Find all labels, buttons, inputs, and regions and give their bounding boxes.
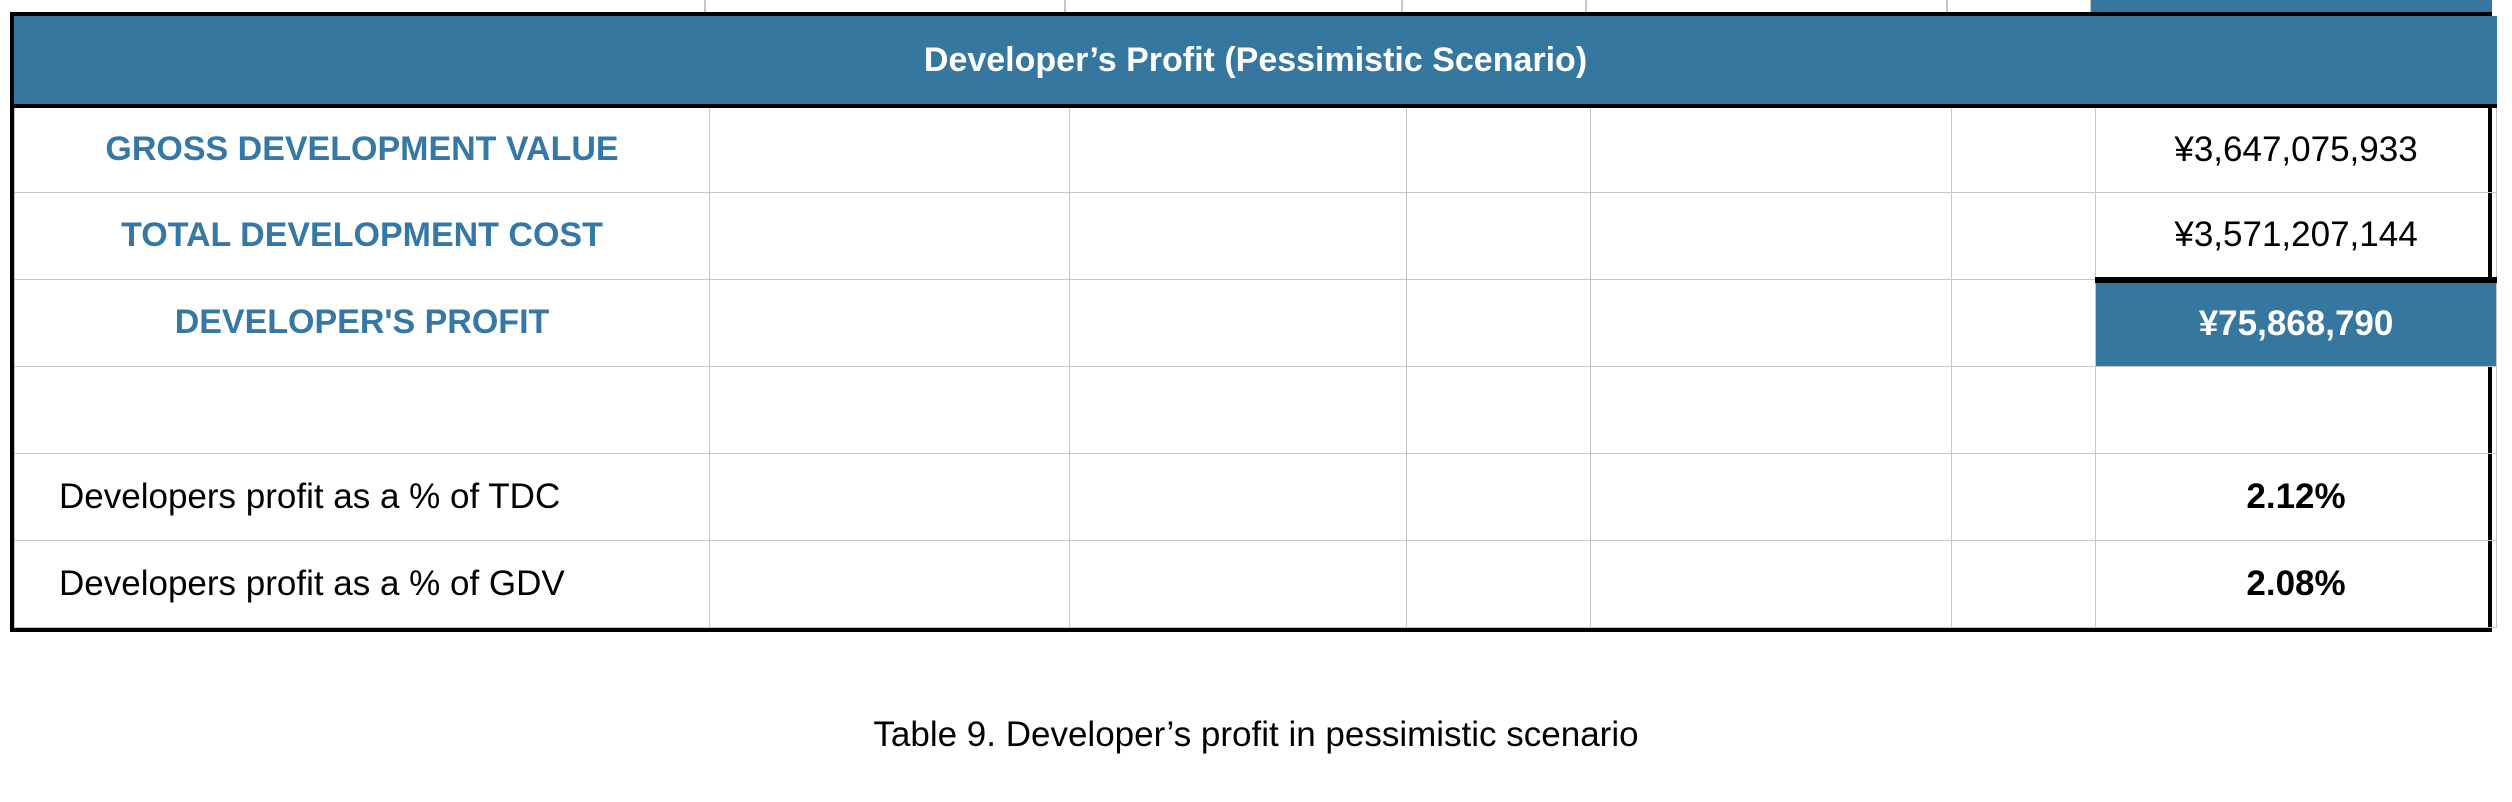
gridline-stub — [1946, 0, 1948, 12]
spacer-cell — [1069, 366, 1407, 454]
spacer-cell — [1951, 540, 2096, 628]
row-label: DEVELOPER'S PROFIT — [14, 279, 710, 367]
spacer-cell — [1069, 192, 1407, 280]
spacer-cell — [709, 453, 1070, 541]
gridline-stub — [1585, 0, 1587, 12]
row-label: GROSS DEVELOPMENT VALUE — [14, 105, 710, 193]
row-value: ¥3,571,207,144 — [2094, 192, 2498, 280]
row-label: Developers profit as a % of GDV — [14, 540, 710, 628]
row-value: 2.12% — [2094, 453, 2498, 541]
gridline-stub — [1064, 0, 1066, 12]
spacer-cell — [709, 192, 1070, 280]
table-row-tdc: TOTAL DEVELOPMENT COST ¥3,571,207,144 — [14, 192, 2498, 280]
spacer-cell — [1590, 192, 1952, 280]
spacer-cell — [1951, 105, 2096, 193]
row-value: 2.08% — [2094, 540, 2498, 628]
table-header-row: Developer’s Profit (Pessimistic Scenario… — [13, 16, 2498, 108]
spacer-cell — [1406, 279, 1591, 367]
spacer-cell — [14, 366, 710, 454]
spacer-cell — [1590, 105, 1952, 193]
row-label: TOTAL DEVELOPMENT COST — [14, 192, 710, 280]
row-value: ¥3,647,075,933 — [2094, 105, 2498, 193]
spacer-cell — [1590, 279, 1952, 367]
spacer-cell — [1590, 366, 1952, 454]
table-row-empty — [14, 366, 2498, 454]
spacer-cell — [1951, 366, 2096, 454]
table-row-ratio-gdv: Developers profit as a % of GDV 2.08% — [14, 540, 2498, 628]
spacer-cell — [709, 366, 1070, 454]
spacer-cell — [709, 540, 1070, 628]
gridline-stub — [1401, 0, 1403, 12]
profit-value-highlight: ¥75,868,790 — [2094, 276, 2498, 367]
table-row-ratio-tdc: Developers profit as a % of TDC 2.12% — [14, 453, 2498, 541]
spacer-cell — [1406, 540, 1591, 628]
spacer-cell — [1951, 453, 2096, 541]
profit-table: Developer’s Profit (Pessimistic Scenario… — [13, 16, 2498, 628]
spacer-cell — [1951, 279, 2096, 367]
table-caption: Table 9. Developer’s profit in pessimist… — [873, 715, 1639, 754]
spacer-cell — [1406, 366, 1591, 454]
spacer-cell — [709, 105, 1070, 193]
table-row-profit: DEVELOPER'S PROFIT ¥75,868,790 — [14, 276, 2498, 367]
spacer-cell — [1406, 105, 1591, 193]
table-row-gdv: GROSS DEVELOPMENT VALUE ¥3,647,075,933 — [14, 105, 2498, 193]
row-label: Developers profit as a % of TDC — [14, 453, 710, 541]
spacer-cell — [1069, 105, 1407, 193]
spacer-cell — [2094, 366, 2498, 454]
spacer-cell — [1069, 540, 1407, 628]
spacer-cell — [1406, 453, 1591, 541]
spacer-cell — [1951, 192, 2096, 280]
table-title: Developer’s Profit (Pessimistic Scenario… — [13, 16, 2498, 108]
cropped-blue-cell — [2091, 0, 2492, 12]
spacer-cell — [1590, 540, 1952, 628]
spacer-cell — [1069, 453, 1407, 541]
gridline-stub — [704, 0, 706, 12]
profit-table-container: Developer’s Profit (Pessimistic Scenario… — [10, 12, 2498, 632]
cropped-row-strip — [10, 0, 2492, 12]
spacer-cell — [709, 279, 1070, 367]
spacer-cell — [1406, 192, 1591, 280]
spacer-cell — [1590, 453, 1952, 541]
spacer-cell — [1069, 279, 1407, 367]
